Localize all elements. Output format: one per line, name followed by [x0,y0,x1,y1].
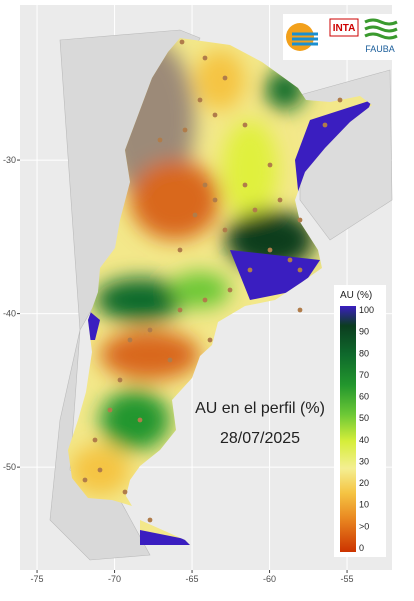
station [242,122,248,128]
stations [82,39,343,523]
station [147,327,153,333]
station [297,267,303,273]
logo-text: FAUBA [365,44,395,54]
station [137,417,143,423]
legend-colorbar [340,306,356,552]
legend-label: >0 [359,521,369,531]
station [212,197,218,203]
station [207,337,213,343]
station [92,437,98,443]
station [157,137,163,143]
station [222,227,228,233]
legend-label: 70 [359,370,369,380]
legend-title: AU (%) [340,290,372,301]
station [147,517,153,523]
legend-label: 40 [359,435,369,445]
x-tick-label: -65 [186,574,199,584]
logo-icon [292,32,318,46]
legend-label: 10 [359,500,369,510]
x-tick-label: -60 [263,574,276,584]
logo-inta [329,18,359,37]
station [167,357,173,363]
legend-label: 0 [359,543,364,553]
station [82,477,88,483]
legend-label: 60 [359,392,369,402]
station [122,489,128,495]
legend-label: 30 [359,456,369,466]
x-tick-label: -75 [31,574,44,584]
station [297,307,303,313]
logo-icon [364,18,398,40]
x-tick-label: -55 [341,574,354,584]
legend-label: 90 [359,327,369,337]
station [97,467,103,473]
legend-label: 50 [359,413,369,423]
station [117,377,123,383]
legend-label: 20 [359,478,369,488]
station [177,307,183,313]
station [247,267,253,273]
y-tick-label: -40 [3,309,16,319]
y-tick-label: -50 [3,462,16,472]
station [182,127,188,133]
map-date: 28/07/2025 [220,430,300,447]
station [192,212,198,218]
station [179,39,185,45]
station [107,407,113,413]
station [267,162,273,168]
station [127,337,133,343]
y-tick-label: -30 [3,155,16,165]
map-title: AU en el perfil (%) [195,400,325,417]
logo-icon [286,23,314,51]
station [337,97,343,103]
logo-text: INTA [333,23,356,34]
station [242,182,248,188]
station [197,97,203,103]
x-tick-label: -70 [108,574,121,584]
station [227,287,233,293]
station [277,197,283,203]
station [177,247,183,253]
station [287,257,293,263]
station [252,207,258,213]
legend-label: 100 [359,305,374,315]
legend-label: 80 [359,348,369,358]
station [222,75,228,81]
station [202,182,208,188]
station [202,297,208,303]
station [322,122,328,128]
station [212,112,218,118]
station [202,55,208,61]
station [297,217,303,223]
station [267,247,273,253]
